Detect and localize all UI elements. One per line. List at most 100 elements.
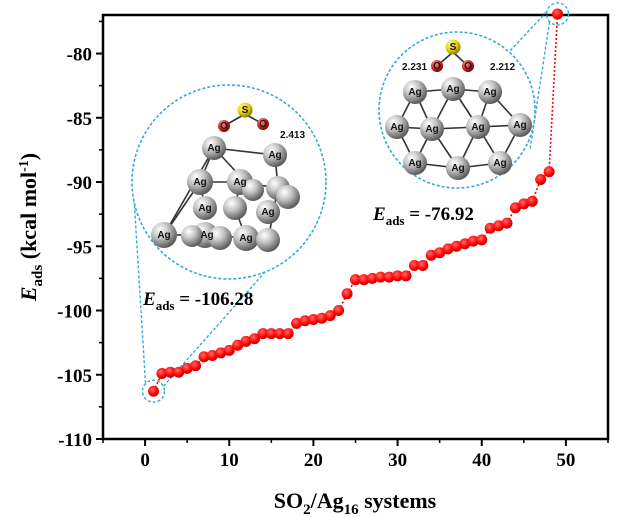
data-point [552,8,563,20]
data-point [291,317,303,329]
data-point [366,272,378,284]
atom-label: Ag [233,177,246,188]
atom-label: Ag [493,158,506,169]
data-point [459,238,471,250]
atom-label: Ag [408,87,421,98]
atom-label: Ag [261,207,274,218]
atom-label: Ag [513,120,526,131]
data-point [232,339,244,351]
data-point [223,344,235,356]
data-point [181,362,193,374]
data-point [206,349,218,361]
highlight-circle-min [141,379,166,403]
x-tick-label: 10 [220,450,239,471]
y-tick-label: -100 [57,302,92,323]
data-point [316,312,328,324]
data-point [543,166,555,178]
y-tick-label: -80 [67,45,92,66]
x-tick-label: 50 [556,450,575,471]
data-point [442,243,454,255]
data-point [265,328,277,340]
data-point [324,310,336,322]
callout-line-max [529,21,551,151]
atom-label: Ag [471,122,484,133]
annotation-min: Eads = -106.28 [142,289,253,313]
callout-line-max [508,11,548,53]
atom-label: Ag [446,84,459,95]
atom-label: S [242,105,249,116]
data-point [257,328,269,340]
data-point [282,328,294,340]
x-axis-title: SO2/Ag16 systems [274,488,437,517]
data-point [518,198,530,210]
atom-label: O [259,119,267,130]
atom-label: Ag [268,150,281,161]
bond-distance-label: 2.212 [490,62,515,73]
atom-label: O [220,121,228,132]
data-point [408,260,420,272]
data-point [190,360,202,372]
callout-line-min [132,181,147,384]
data-point [156,367,168,379]
y-tick-label: -95 [67,237,92,258]
data-point [493,220,505,232]
atom-label: O [433,61,441,72]
data-point [164,366,176,378]
y-tick-label: -90 [67,173,92,194]
data-points [148,8,563,397]
atom-label: Ag [193,177,206,188]
x-tick-label: 20 [304,450,323,471]
data-point [467,235,479,247]
structure-right: Ag Ag Ag Ag Ag Ag Ag Ag Ag Ag S O O 2.23… [378,31,536,189]
y-tick-label: -85 [67,109,92,130]
data-point [535,173,547,185]
atom-label: Ag [483,87,496,98]
series-connector [506,207,517,224]
highlight-circle-max [545,2,570,26]
atom-label: Ag [200,230,213,241]
bond-distance-label: 2.231 [402,62,427,73]
atom-label: Ag [451,163,464,174]
annotation-max: Eads = -76.92 [372,204,474,228]
data-point [148,385,159,397]
data-point [198,351,210,363]
bond-distance-label: 2.413 [280,130,305,141]
data-point [509,202,521,214]
x-tick-label: 30 [388,450,407,471]
data-point [299,315,311,327]
x-tick-label: 0 [140,450,150,471]
data-point [526,195,538,207]
y-tick-label: -105 [57,366,92,387]
data-point [417,260,429,272]
data-point [274,328,286,340]
data-point [350,274,361,286]
axis-ticks: 0 10 20 30 40 50 -110 -105 -100 -95 -90 -85 -80 [57,20,609,471]
data-point [358,274,370,286]
data-point [215,347,227,359]
atom-label: Ag [425,124,438,135]
data-point [392,270,404,282]
data-point [476,234,488,246]
structure-left: Ag Ag Ag Ag Ag Ag Ag Ag Ag S O O 2.413 [131,84,327,280]
series-connector [337,293,348,311]
atom-label: Ag [390,122,403,133]
atom-label: Ag [157,230,170,241]
data-point [434,247,446,259]
data-point [307,314,319,326]
atom-label: Ag [198,203,211,214]
data-point [425,249,437,261]
data-point [375,271,387,283]
atom-label: Ag [207,143,220,154]
data-point [501,217,513,229]
y-axis-title: Eads (kcal mol-1) [16,153,46,302]
data-point [383,271,395,283]
x-tick-label: 40 [472,450,491,471]
series-connector [548,13,559,172]
atom-label: Ag [408,158,421,169]
data-point [451,240,462,252]
data-point [484,222,496,234]
data-point [333,305,345,317]
atom-label: S [450,42,457,53]
callout-circle-right [378,31,536,189]
